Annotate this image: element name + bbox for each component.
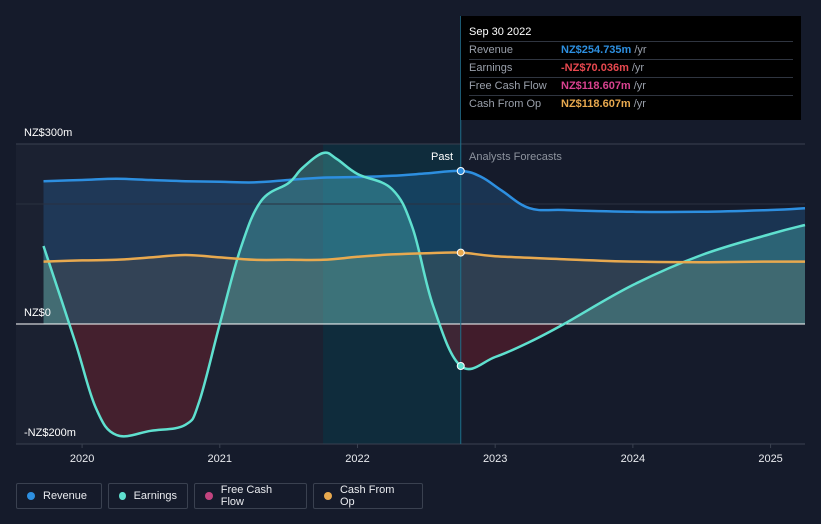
tooltip-row-value: NZ$254.735m — [561, 44, 632, 56]
x-tick-label: 2025 — [758, 453, 782, 465]
tooltip-row-name: Earnings — [469, 62, 513, 74]
tooltip-row-free-cash-flow: Free Cash Flow NZ$118.607m /yr — [469, 77, 793, 95]
cash-from-op-marker — [456, 248, 465, 257]
legend-dot-icon — [119, 492, 126, 500]
earnings-line — [42, 151, 806, 438]
x-tick-label: 2020 — [70, 453, 94, 465]
tooltip-row-cash-from-op: Cash From Op NZ$118.607m /yr — [469, 95, 793, 113]
revenue-area — [43, 170, 805, 324]
revenue-marker — [456, 167, 465, 175]
forecast-label: Analysts Forecasts — [469, 151, 562, 163]
highlight-band — [323, 144, 461, 444]
legend: Revenue Earnings Free Cash Flow Cash Fro… — [16, 483, 423, 509]
legend-dot-icon — [27, 492, 35, 500]
tooltip-row-unit: /yr — [633, 80, 646, 92]
legend-dot-icon — [324, 492, 332, 500]
x-tick-label: 2023 — [483, 453, 507, 465]
tooltip-row-unit: /yr — [633, 98, 646, 110]
tooltip: Sep 30 2022 Revenue NZ$254.735m /yr Earn… — [461, 16, 801, 120]
y-tick-label-bottom: -NZ$200m — [24, 427, 76, 439]
tooltip-row-unit: /yr — [631, 62, 645, 74]
tooltip-date: Sep 30 2022 — [469, 26, 532, 38]
earnings-marker — [456, 362, 465, 370]
tooltip-row-name: Free Cash Flow — [469, 80, 547, 92]
earnings-area — [43, 324, 805, 437]
tooltip-row-revenue: Revenue NZ$254.735m /yr — [469, 41, 793, 59]
legend-item-earnings[interactable]: Earnings — [108, 483, 188, 509]
revenue-line — [43, 169, 806, 214]
tooltip-row-name: Revenue — [469, 44, 514, 56]
legend-label: Earnings — [133, 490, 177, 502]
legend-item-free-cash-flow[interactable]: Free Cash Flow — [194, 483, 307, 509]
cash-from-op-line — [43, 251, 806, 264]
tooltip-row-earnings: Earnings -NZ$70.036m /yr — [469, 59, 793, 77]
tooltip-row-value: -NZ$70.036m — [561, 62, 629, 74]
y-tick-label-zero: NZ$0 — [24, 307, 51, 319]
tooltip-row-name: Cash From Op — [469, 98, 542, 110]
legend-dot-icon — [205, 492, 213, 500]
earnings-area-positive — [43, 152, 805, 324]
tooltip-row-value: NZ$118.607m — [561, 98, 631, 110]
x-tick-label: 2022 — [345, 453, 369, 465]
past-label: Past — [431, 151, 453, 163]
legend-item-revenue[interactable]: Revenue — [16, 483, 102, 509]
x-tick-label: 2024 — [621, 453, 645, 465]
legend-label: Revenue — [43, 490, 88, 502]
y-tick-label-top: NZ$300m — [24, 127, 72, 139]
x-tick-label: 2021 — [208, 453, 232, 465]
tooltip-row-unit: /yr — [634, 44, 647, 56]
legend-item-cash-from-op[interactable]: Cash From Op — [313, 483, 423, 509]
legend-label: Cash From Op — [339, 484, 395, 508]
legend-label: Free Cash Flow — [220, 484, 273, 508]
tooltip-row-value: NZ$118.607m — [561, 80, 631, 92]
